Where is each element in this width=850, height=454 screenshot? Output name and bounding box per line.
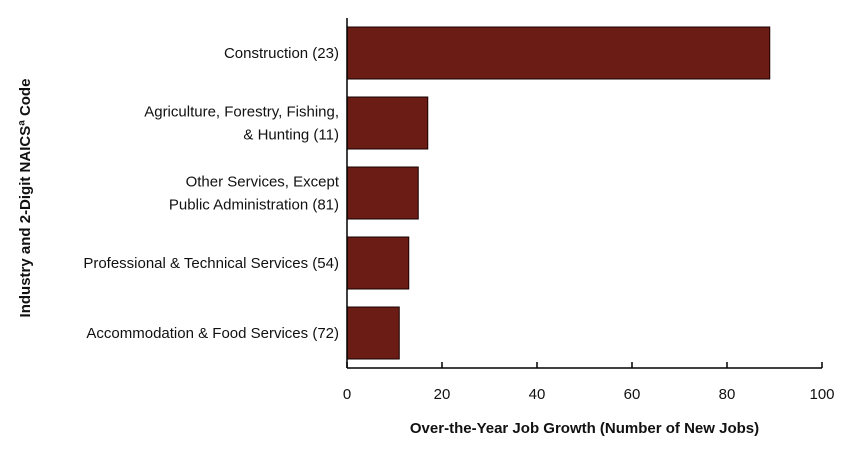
bar-4 [346, 306, 400, 360]
x-tick-label-1: 20 [434, 386, 451, 403]
x-tick-label-0: 0 [343, 386, 351, 403]
y-axis-title: Industry and 2-Digit NAICSª Code [17, 79, 34, 318]
x-tick-label-3: 60 [624, 386, 641, 403]
category-label-1-1: & Hunting (11) [243, 127, 339, 144]
category-label-1-0: Agriculture, Forestry, Fishing, [144, 104, 339, 121]
category-label-2-1: Public Administration (81) [169, 197, 339, 214]
bar-0 [346, 26, 771, 80]
bars-group [346, 26, 771, 360]
x-axis-ticks: 0 20 40 60 80 100 [343, 362, 835, 403]
x-tick-label-2: 40 [529, 386, 546, 403]
category-label-2-0: Other Services, Except [186, 174, 340, 191]
x-tick-label-4: 80 [719, 386, 736, 403]
category-label-3-0: Professional & Technical Services (54) [83, 255, 339, 272]
category-label-0-0: Construction (23) [224, 45, 339, 62]
bar-3 [346, 236, 410, 290]
bar-1 [346, 96, 429, 150]
x-tick-label-5: 100 [809, 386, 834, 403]
category-label-4-0: Accommodation & Food Services (72) [86, 325, 339, 342]
category-labels: Construction (23) Agriculture, Forestry, … [83, 45, 340, 342]
x-axis-title: Over-the-Year Job Growth (Number of New … [410, 420, 759, 437]
bar-2 [346, 166, 419, 220]
